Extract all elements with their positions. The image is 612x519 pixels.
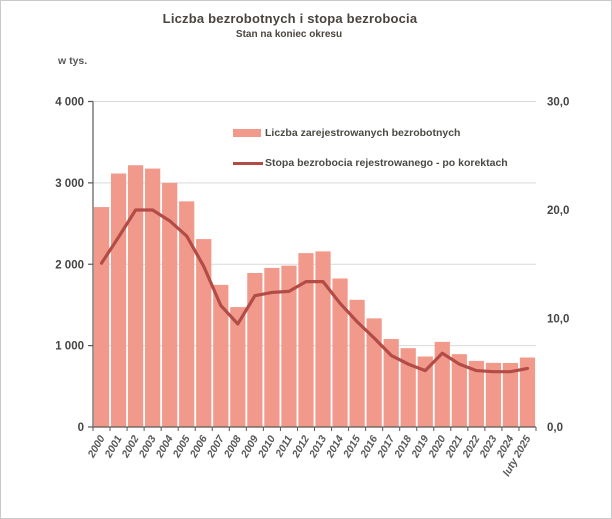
x-axis-label: 2004 [153,433,176,460]
x-axis-label: 2010 [255,433,278,460]
bar [162,182,178,427]
x-axis-label: 2003 [136,433,159,460]
bar [332,278,348,427]
bar [315,251,331,427]
bar [196,239,212,427]
x-axis-label: 2011 [273,433,295,460]
y-axis-label-left: 1 000 [55,341,84,353]
bar [110,173,127,427]
x-axis-label: 2016 [358,433,381,460]
bar [179,201,195,427]
bar [485,362,502,427]
y-axis-label-right: 0,0 [547,422,563,434]
bar [502,362,519,427]
x-axis-label: 2023 [477,433,500,460]
y-axis-label-right: 20,0 [547,205,569,217]
bar [230,307,246,427]
bar [519,357,536,427]
x-axis-label: 2013 [307,433,330,460]
bar [264,267,280,427]
x-axis-label: 2017 [375,432,398,460]
bar [468,360,484,427]
x-axis-label: 2015 [341,433,364,460]
legend-item-bars: Liczba zarejestrowanych bezrobotnych [233,126,460,140]
x-axis-label: 2014 [324,433,347,460]
bar [281,265,297,427]
x-axis-label: 2021 [443,433,466,460]
legend-line-swatch [233,161,263,165]
x-axis-label: 2005 [170,433,193,460]
x-axis-label: 2008 [221,433,244,460]
rate-line [99,208,530,374]
chart-title: Liczba bezrobotnych i stopa bezrobocia [162,11,418,26]
y-axis-label-left: 0 [78,422,84,434]
bar [434,341,450,427]
bar [145,168,161,428]
bar [383,338,399,427]
bar [366,318,382,427]
y-axis-label-right: 10,0 [547,314,569,326]
legend-item-label: Liczba zarejestrowanych bezrobotnych [265,127,461,139]
bar [247,272,263,427]
legend-item-line: Stopa bezrobocia rejestrowanego - po kor… [233,156,508,170]
y-axis-label-left: 2 000 [55,259,84,271]
x-axis-label: 2009 [238,433,261,460]
bar [213,284,229,427]
x-axis-label: 2000 [85,433,108,460]
bar [451,354,467,427]
x-axis-label: 2020 [426,433,449,460]
x-axis-label: 2002 [119,433,142,460]
x-axis-label: 2022 [460,433,483,460]
legend-bar-swatch [233,129,261,137]
x-axis-label: 2001 [102,433,125,460]
chart-subtitle: Stan na koniec okresu [235,29,343,40]
x-axis-label: 2006 [187,433,210,460]
left-axis-unit-label: w tys. [58,55,88,67]
x-axis-label: 2019 [409,433,432,460]
bar [400,348,416,427]
bar [349,299,365,427]
x-axis-label: 2018 [392,433,415,460]
bar [298,253,314,427]
x-axis-label: 2012 [290,433,313,460]
y-axis-label-left: 3 000 [55,178,84,190]
bar [93,207,110,427]
bar [417,356,433,427]
y-axis-label-left: 4 000 [55,97,84,109]
x-axis-label: 2007 [204,432,227,460]
bar [127,165,144,428]
legend-item-label: Stopa bezrobocia rejestrowanego - po kor… [265,157,508,169]
y-axis-label-right: 30,0 [547,97,569,109]
